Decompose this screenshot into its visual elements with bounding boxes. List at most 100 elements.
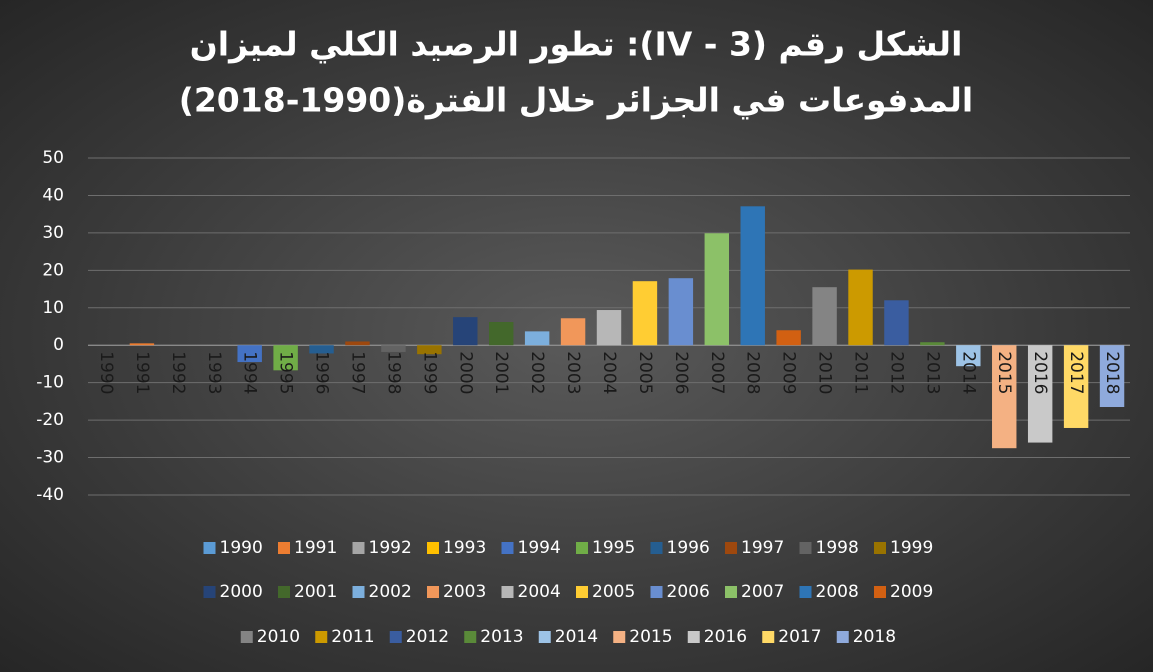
- legend-label: 2016: [704, 627, 747, 647]
- bar: [740, 206, 765, 346]
- legend-label: 2011: [331, 627, 374, 647]
- legend-label: 2009: [890, 582, 933, 602]
- bar: [309, 345, 334, 354]
- x-tick-label: 1994: [240, 351, 260, 394]
- legend-swatch: [501, 542, 514, 554]
- y-tick-label: 30: [42, 223, 64, 243]
- bar: [668, 278, 694, 346]
- x-tick-label: 2002: [527, 351, 547, 394]
- legend-label: 2015: [629, 627, 672, 647]
- x-tick-label: 2013: [922, 351, 942, 394]
- chart-title: المدفوعات في الجزائر خلال الفترة(1990-20…: [179, 81, 973, 121]
- bar: [453, 317, 478, 346]
- legend-label: 2013: [480, 627, 523, 647]
- x-tick-label: 2000: [455, 351, 475, 394]
- legend-swatch: [874, 586, 886, 598]
- legend-label: 1996: [667, 538, 710, 558]
- y-tick-label: 50: [42, 148, 64, 168]
- bar: [560, 318, 586, 346]
- legend-label: 1993: [443, 538, 486, 558]
- legend-swatch: [799, 586, 812, 598]
- x-tick-label: 2009: [779, 351, 799, 394]
- legend-swatch: [762, 631, 775, 643]
- legend-swatch: [389, 631, 402, 643]
- legend-swatch: [352, 586, 365, 598]
- bar: [884, 300, 909, 346]
- x-tick-label: 2016: [1030, 351, 1050, 394]
- y-tick-label: -10: [36, 373, 64, 393]
- bar: [704, 233, 730, 346]
- y-tick-label: 40: [42, 185, 64, 205]
- legend-swatch: [799, 542, 812, 554]
- legend-swatch: [315, 631, 328, 643]
- bar: [1027, 345, 1053, 443]
- legend-label: 2010: [257, 627, 300, 647]
- legend-label: 2005: [592, 582, 635, 602]
- legend-label: 2008: [816, 582, 859, 602]
- legend-label: 2004: [518, 582, 561, 602]
- x-tick-label: 2014: [958, 351, 978, 394]
- legend-swatch: [203, 586, 216, 598]
- legend-label: 2014: [555, 627, 598, 647]
- legend-label: 1997: [741, 538, 784, 558]
- bar: [273, 345, 298, 371]
- bar: [1099, 345, 1125, 408]
- legend-swatch: [427, 542, 439, 554]
- legend-label: 1994: [518, 538, 561, 558]
- legend-swatch: [725, 542, 737, 554]
- legend-label: 1991: [294, 538, 337, 558]
- legend-swatch: [613, 631, 626, 643]
- legend-label: 2001: [294, 582, 337, 602]
- bar: [488, 322, 514, 346]
- legend-swatch: [240, 631, 253, 643]
- bar: [524, 331, 550, 346]
- bar: [956, 345, 981, 367]
- bar: [129, 343, 155, 346]
- legend-swatch: [836, 631, 849, 643]
- x-tick-label: 2012: [886, 351, 906, 394]
- x-tick-label: 1996: [312, 351, 332, 394]
- y-tick-label: -40: [36, 485, 64, 505]
- legend-swatch: [725, 586, 737, 598]
- legend-label: 2006: [667, 582, 710, 602]
- legend-label: 2000: [220, 582, 263, 602]
- legend-swatch: [874, 542, 886, 554]
- legend-label: 1995: [592, 538, 635, 558]
- legend-swatch: [278, 586, 290, 598]
- bar: [1063, 345, 1089, 428]
- x-tick-label: 2011: [851, 351, 871, 394]
- x-tick-label: 1997: [347, 351, 367, 394]
- legend-label: 2003: [443, 582, 486, 602]
- bar: [417, 345, 442, 355]
- bar: [381, 345, 406, 352]
- x-tick-label: 1995: [276, 351, 296, 394]
- bar: [992, 345, 1017, 449]
- legend-swatch: [650, 542, 663, 554]
- legend-swatch: [352, 542, 365, 554]
- legend-swatch: [278, 542, 290, 554]
- x-tick-label: 2010: [815, 351, 835, 394]
- legend-label: 1990: [220, 538, 263, 558]
- bar: [848, 269, 873, 346]
- legend-swatch: [427, 586, 439, 598]
- bar: [596, 310, 622, 346]
- x-tick-label: 2004: [599, 351, 619, 394]
- bar: [920, 342, 945, 346]
- x-tick-label: 2006: [671, 351, 691, 394]
- bar: [776, 330, 801, 346]
- legend-label: 2002: [369, 582, 412, 602]
- legend-swatch: [650, 586, 663, 598]
- x-tick-label: 2017: [1066, 351, 1086, 394]
- y-tick-label: 20: [42, 260, 64, 280]
- y-tick-label: 0: [53, 335, 64, 355]
- chart-title: الشكل رقم (IV - 3): تطور الرصيد الكلي لم…: [190, 25, 963, 65]
- bar: [812, 287, 837, 346]
- legend-swatch: [576, 542, 588, 554]
- x-tick-label: 1992: [168, 351, 188, 394]
- x-tick-label: 2007: [707, 351, 727, 394]
- legend-swatch: [501, 586, 514, 598]
- x-tick-label: 1998: [383, 351, 403, 394]
- x-tick-label: 2001: [491, 351, 511, 394]
